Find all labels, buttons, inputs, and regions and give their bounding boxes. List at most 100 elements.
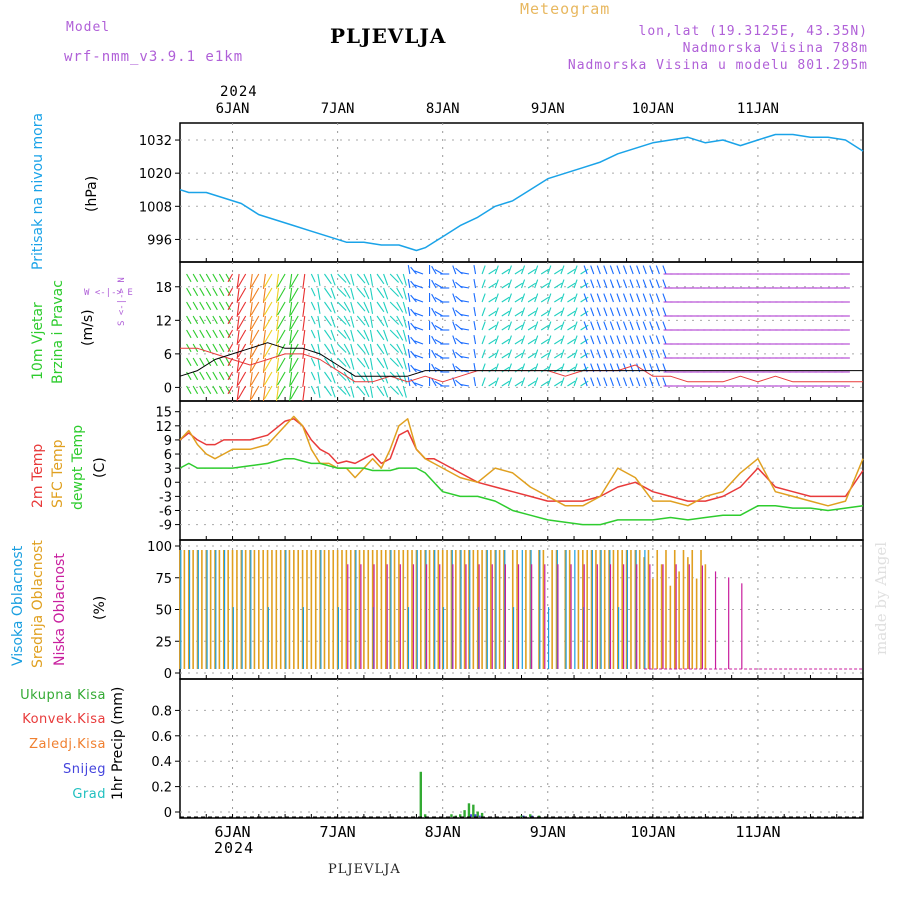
wind-arrow xyxy=(290,357,299,372)
y-tick-label: 12 xyxy=(155,420,172,435)
wind-arrow xyxy=(337,301,347,311)
wind-arrow xyxy=(662,321,667,331)
wind-arrow xyxy=(212,357,218,367)
wind-arrow xyxy=(434,353,443,359)
wind-arrow xyxy=(330,357,336,370)
legend-conv-rain: Konvek.Kisa xyxy=(22,712,106,727)
wind-arrow xyxy=(434,283,443,289)
wind-arrow xyxy=(622,349,628,359)
wind-arrow xyxy=(662,349,667,359)
precip-bar-snow xyxy=(531,815,534,817)
wind-arrow xyxy=(590,265,595,275)
wind-arrow xyxy=(534,377,539,387)
wind-arrow xyxy=(236,273,240,289)
wind-arrow xyxy=(583,335,588,345)
wind-arrow xyxy=(324,371,332,383)
wind-arrow xyxy=(431,265,437,275)
wind-arrow xyxy=(514,268,523,275)
date-label-bottom: 6JAN xyxy=(214,823,250,841)
wind-arrow xyxy=(249,343,253,359)
wind-arrow xyxy=(501,338,510,345)
wind-arrow xyxy=(249,329,253,345)
temp-unit: (C) xyxy=(92,457,108,478)
wind-arrow xyxy=(507,279,512,289)
wind-arrow xyxy=(616,293,621,303)
wind-arrow xyxy=(431,293,437,303)
wind-arrow xyxy=(642,265,647,275)
wind-arrow xyxy=(212,315,218,325)
wind-arrow xyxy=(616,279,621,289)
wind-arrow xyxy=(192,357,199,367)
wind-arrow xyxy=(629,377,634,387)
wind-arrow xyxy=(547,335,552,345)
wind-arrow xyxy=(330,371,336,384)
precip-bar-snow xyxy=(469,814,472,817)
wind-arrow xyxy=(560,307,565,317)
wind-arrow xyxy=(642,279,647,289)
wind-arrow xyxy=(560,377,565,387)
wind-arrow xyxy=(609,349,614,359)
wind-arrow xyxy=(369,273,374,286)
precip-bar-rain xyxy=(472,804,475,817)
wind-arrow xyxy=(389,287,400,297)
date-label-top: 10JAN xyxy=(632,101,674,117)
wind-arrow xyxy=(262,287,266,303)
wind-arrow xyxy=(389,273,400,283)
wind-arrow xyxy=(396,385,404,397)
wind-arrow xyxy=(310,357,316,367)
wind-arrow xyxy=(642,307,647,317)
wind-arrow xyxy=(554,310,563,317)
date-label-bottom: 10JAN xyxy=(630,823,675,841)
wind-arrow xyxy=(205,371,212,381)
wind-arrow xyxy=(520,279,526,289)
wind-arrow xyxy=(655,279,660,289)
wind-arrow xyxy=(410,280,417,289)
wind-arrow xyxy=(603,293,608,303)
cloud-bars xyxy=(179,550,863,670)
wind-arrow xyxy=(488,268,497,275)
wind-arrow xyxy=(225,357,231,367)
wind-arrow xyxy=(407,335,411,345)
wind-arrow xyxy=(567,366,576,373)
wind-arrow xyxy=(218,357,225,367)
wind-arrow xyxy=(290,371,299,386)
wind-arrow xyxy=(277,273,286,288)
wind-arrow xyxy=(402,371,407,384)
wind-arrow xyxy=(192,273,199,283)
wind-label-1: 10m Vjetar xyxy=(30,302,46,380)
y-tick-label: 1008 xyxy=(139,200,172,215)
wind-arrow xyxy=(481,293,486,303)
wind-arrow xyxy=(218,287,225,297)
wind-arrow xyxy=(527,282,536,289)
wind-arrow xyxy=(629,279,634,289)
wind-arrow xyxy=(376,371,385,383)
wind-arrow xyxy=(290,287,299,302)
wind-arrow xyxy=(481,321,486,331)
wind-arrow xyxy=(596,307,601,317)
y-tick-label: -6 xyxy=(159,504,172,519)
wind-arrow xyxy=(473,265,477,275)
wind-arrow xyxy=(583,377,588,387)
wind-arrow xyxy=(609,279,614,289)
wind-arrow xyxy=(310,371,316,381)
wind-arrow xyxy=(629,321,634,331)
wind-arrow xyxy=(596,349,601,359)
wind-arrow xyxy=(655,335,660,345)
wind-arrow xyxy=(350,273,355,286)
panel-frame xyxy=(179,122,864,263)
wind-arrow xyxy=(494,293,499,303)
y-tick-label: 25 xyxy=(155,635,172,650)
wind-arrow xyxy=(596,293,601,303)
wind-arrow xyxy=(452,307,457,317)
wind-arrow xyxy=(199,273,205,283)
legend-total-rain: Ukupna Kisa xyxy=(20,688,106,703)
wind-arrow xyxy=(262,273,266,289)
wind-arrow xyxy=(554,324,563,331)
wind-arrow xyxy=(507,349,512,359)
wind-arrow xyxy=(488,296,497,303)
precip-bar-rain xyxy=(480,812,484,817)
y-tick-label: 0 xyxy=(164,381,172,396)
y-tick-label: 3 xyxy=(164,462,172,477)
wind-arrow xyxy=(514,324,523,331)
